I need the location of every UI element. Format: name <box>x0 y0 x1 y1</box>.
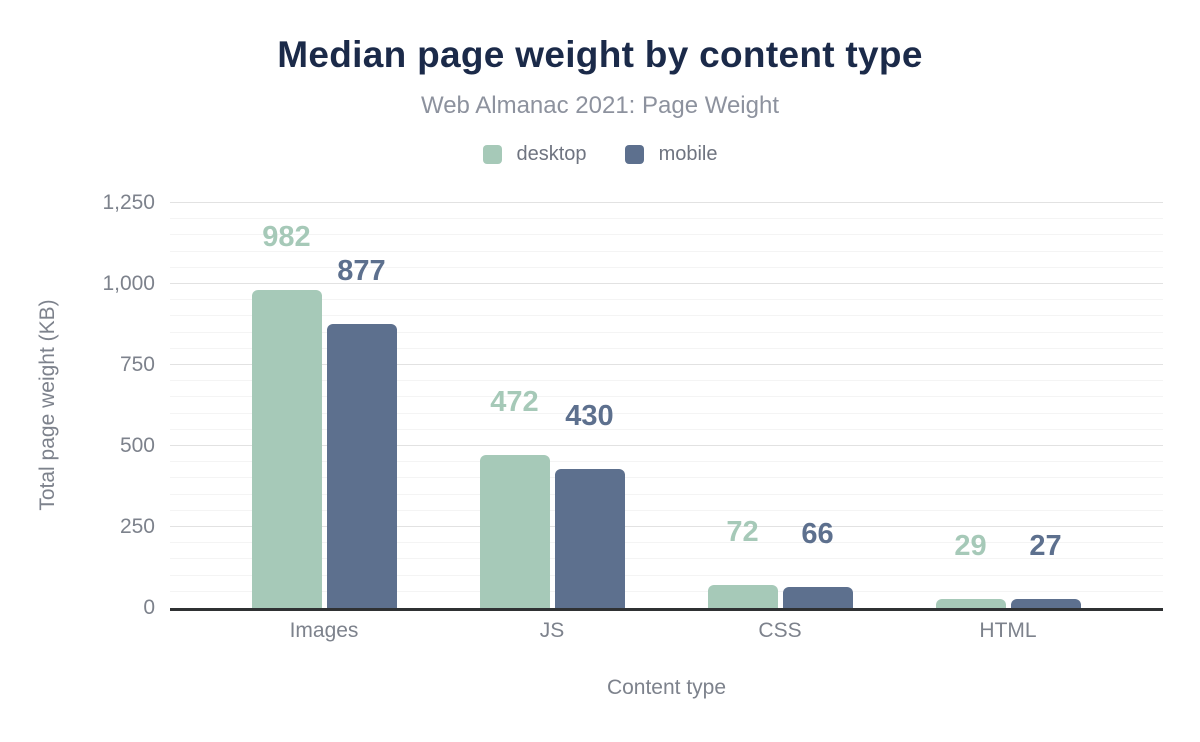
gridline-minor <box>170 493 1163 495</box>
bar-mobile-html <box>1010 599 1081 608</box>
value-label-mobile-js: 430 <box>565 399 614 432</box>
gridline-minor <box>170 590 1163 592</box>
x-axis-labels: Images JS CSS HTML <box>170 619 1163 645</box>
bar-desktop-html <box>935 598 1006 608</box>
gridline-minor <box>170 250 1163 252</box>
value-label-mobile-images: 877 <box>337 254 386 287</box>
legend-label-desktop: desktop <box>516 143 587 165</box>
x-axis-label-js: JS <box>539 619 565 642</box>
gridline-minor <box>170 396 1163 398</box>
legend-item-desktop: desktop <box>482 143 587 166</box>
legend-swatch-desktop-icon <box>482 145 502 164</box>
y-axis-ticks: 0 250 500 750 1,000 1,250 <box>0 192 155 619</box>
gridline-minor <box>170 315 1163 317</box>
legend: desktop mobile <box>0 143 1200 166</box>
y-axis-tick-label: 1,000 <box>102 272 155 295</box>
gridline-minor <box>170 299 1163 301</box>
gridline-major <box>170 364 1163 365</box>
plot-area: 982 472 72 29 877 430 66 27 <box>170 202 1163 611</box>
x-axis-label-css: CSS <box>758 619 802 642</box>
gridline-minor <box>170 380 1163 382</box>
bar-mobile-images <box>326 323 397 608</box>
x-axis-label-images: Images <box>289 619 359 642</box>
gridline-minor <box>170 574 1163 576</box>
gridline-minor <box>170 218 1163 220</box>
x-axis-title: Content type <box>606 676 727 699</box>
gridline-minor <box>170 347 1163 349</box>
value-label-desktop-images: 982 <box>262 220 311 253</box>
gridline-minor <box>170 428 1163 430</box>
gridline-minor <box>170 509 1163 511</box>
gridline-major <box>170 202 1163 203</box>
bar-desktop-css <box>707 584 778 608</box>
gridline-minor <box>170 558 1163 560</box>
gridline-minor <box>170 477 1163 479</box>
gridline-minor <box>170 266 1163 268</box>
legend-item-mobile: mobile <box>624 143 718 166</box>
y-axis-tick-label: 500 <box>119 434 155 457</box>
gridline-minor <box>170 461 1163 463</box>
y-axis-tick-label: 0 <box>143 596 155 619</box>
bar-desktop-js <box>479 455 550 608</box>
value-label-mobile-html: 27 <box>1029 530 1062 563</box>
y-axis-tick-label: 250 <box>119 515 155 538</box>
bar-mobile-js <box>554 468 625 608</box>
gridline-minor <box>170 234 1163 236</box>
gridline-major <box>170 526 1163 527</box>
bar-mobile-css <box>782 586 853 608</box>
y-axis-tick-label: 1,250 <box>102 191 155 214</box>
gridline-minor <box>170 542 1163 544</box>
y-axis-tick-label: 750 <box>119 353 155 376</box>
chart-subtitle: Web Almanac 2021: Page Weight <box>420 92 779 119</box>
gridline-major <box>170 445 1163 446</box>
legend-label-mobile: mobile <box>658 143 718 165</box>
bar-desktop-images <box>251 289 322 608</box>
value-label-mobile-css: 66 <box>801 517 834 550</box>
gridline-minor <box>170 412 1163 414</box>
x-axis-label-html: HTML <box>979 619 1037 642</box>
gridline-minor <box>170 331 1163 333</box>
value-label-desktop-html: 29 <box>954 529 987 562</box>
value-label-desktop-css: 72 <box>726 515 759 548</box>
chart-title: Median page weight by content type <box>277 34 923 75</box>
gridline-major <box>170 283 1163 284</box>
legend-swatch-mobile-icon <box>624 145 644 164</box>
value-label-desktop-js: 472 <box>490 386 539 419</box>
